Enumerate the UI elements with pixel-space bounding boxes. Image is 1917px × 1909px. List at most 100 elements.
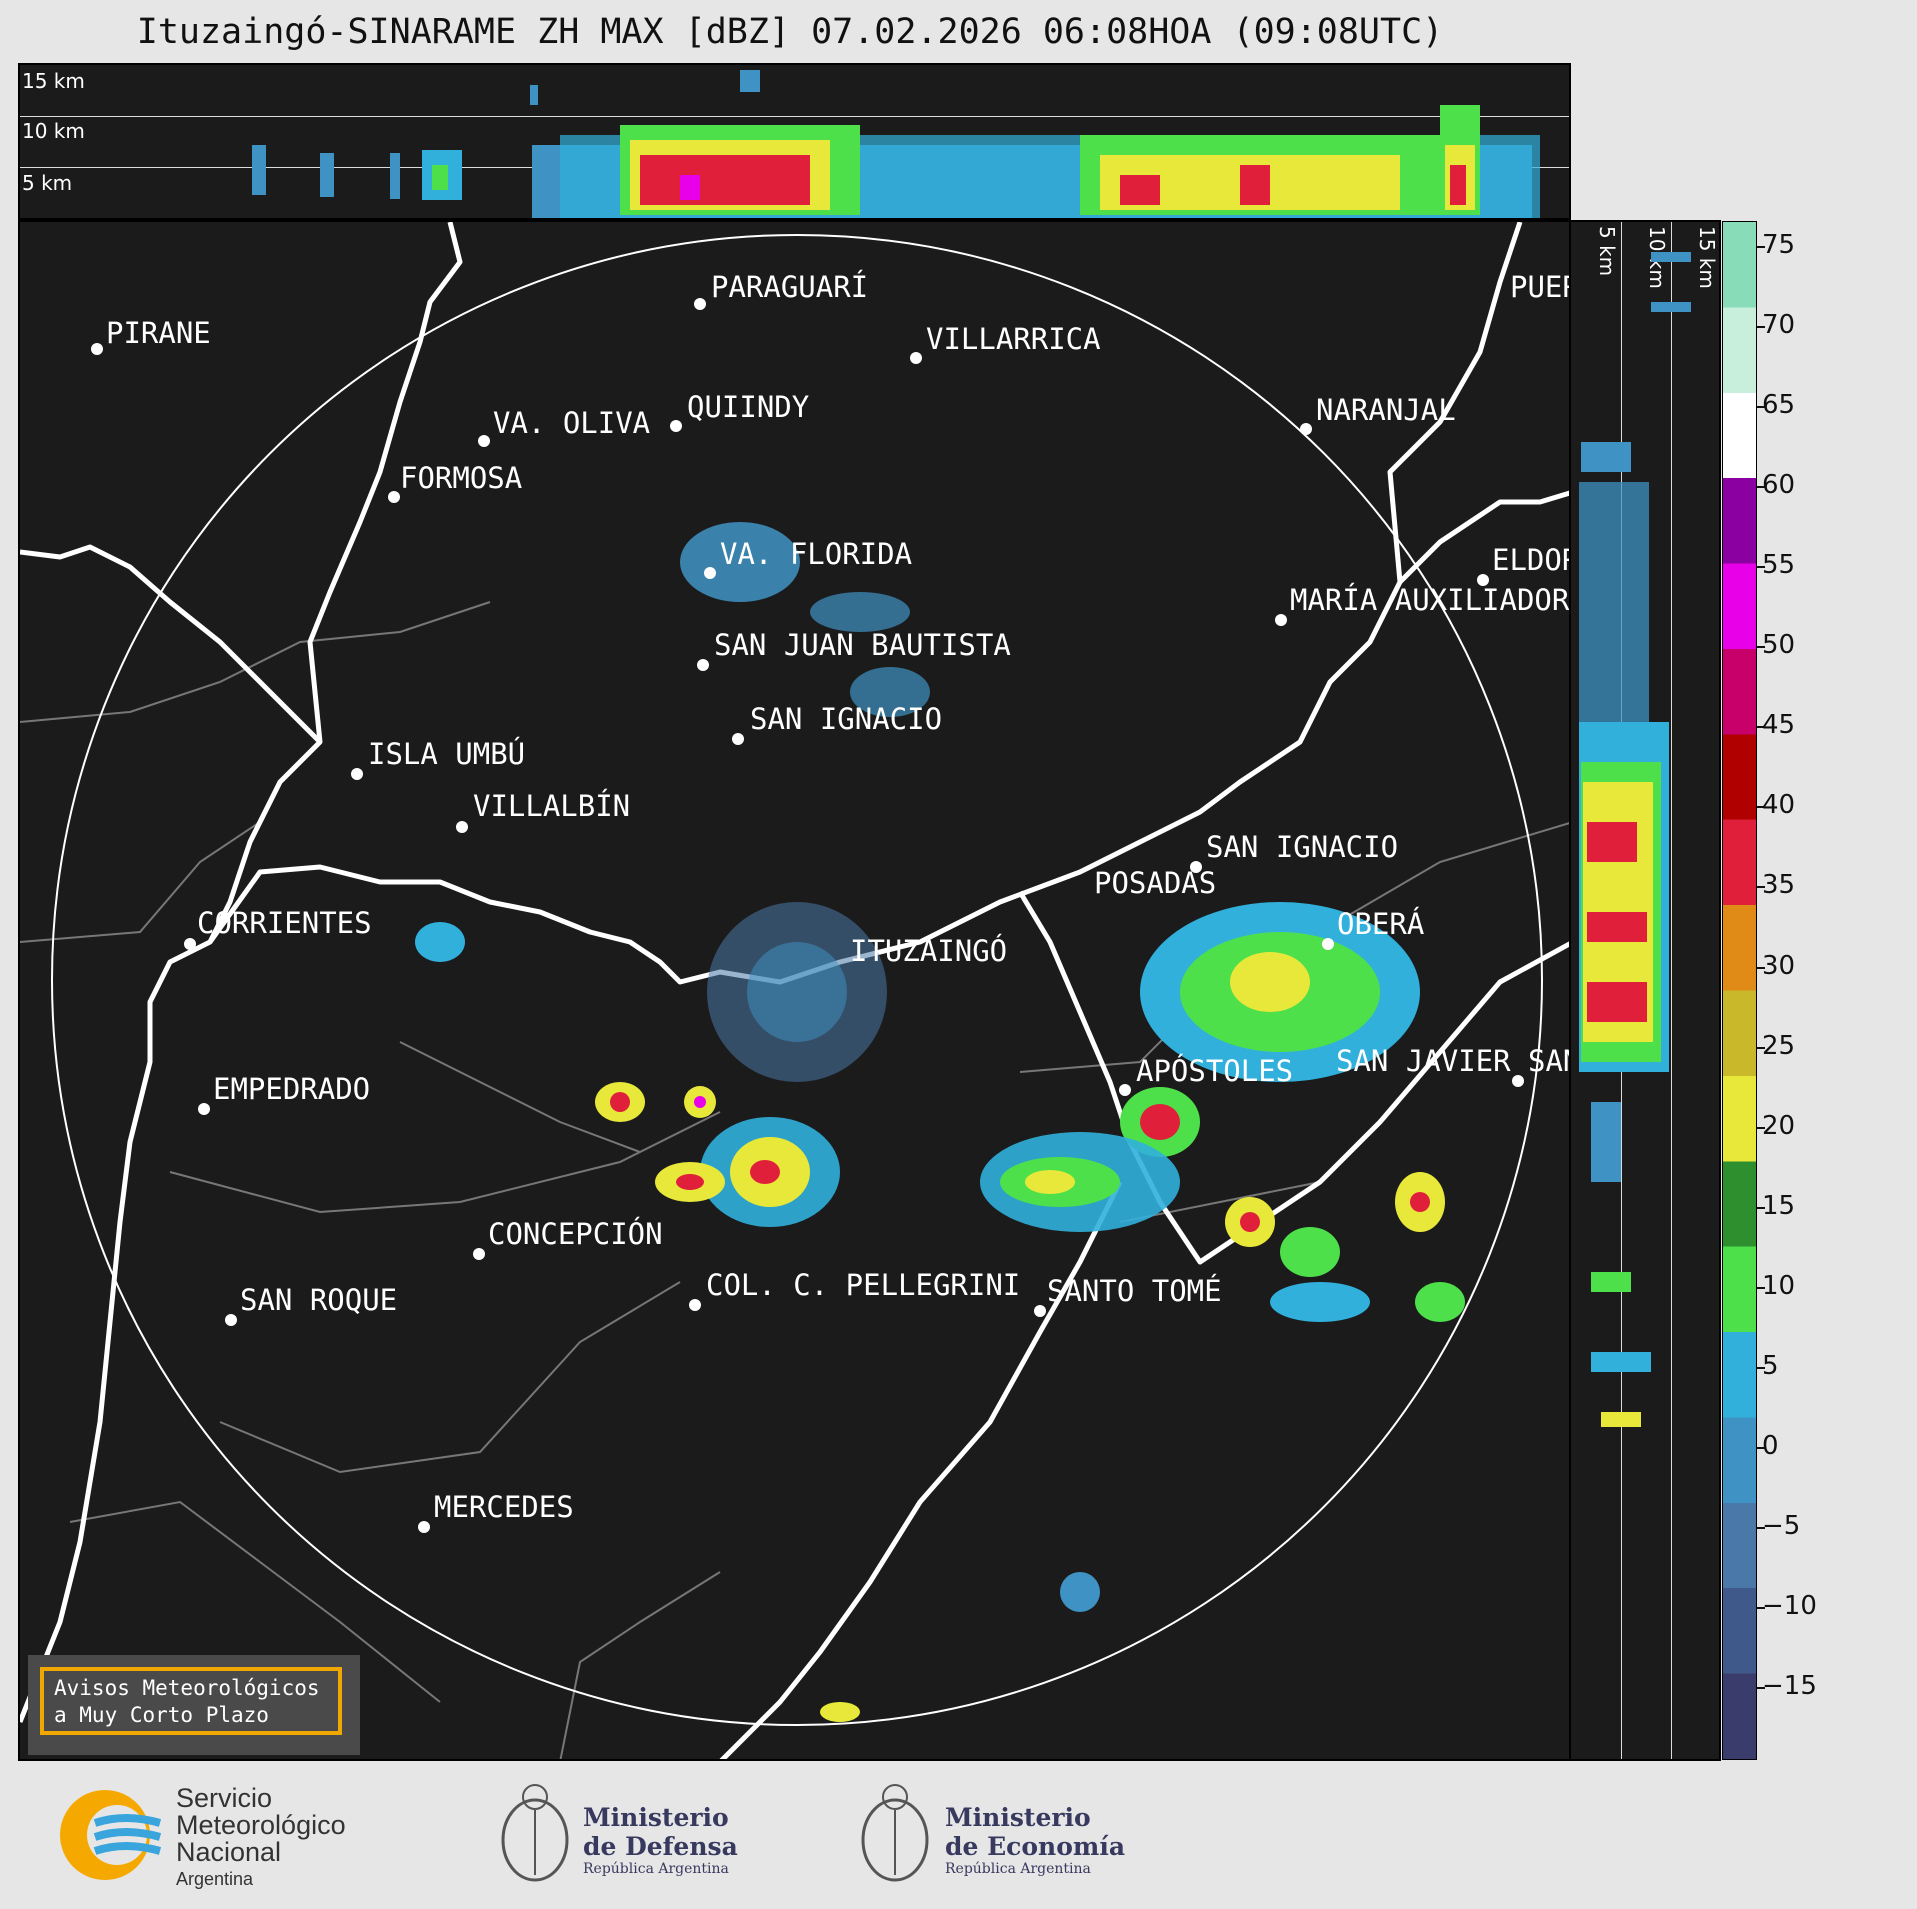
defensa-coat-of-arms-icon <box>501 1784 569 1882</box>
city-label-mercedes: MERCEDES <box>434 1490 574 1524</box>
city-label-naranjal: NARANJAL <box>1316 393 1456 427</box>
city-label-va-oliva: VA. OLIVA <box>493 406 651 440</box>
city-dot-concepcion <box>473 1248 485 1260</box>
city-dot-eldorado <box>1477 574 1489 586</box>
avisos-line-1: Avisos Meteorológicos <box>54 1676 320 1700</box>
colorbar-tick-label: 20 <box>1762 1110 1796 1141</box>
map-geography <box>20 222 1569 1759</box>
colorbar-tick-label: 60 <box>1762 470 1796 501</box>
city-label-va-florida: VA. FLORIDA <box>720 537 913 571</box>
city-label-san-javier: SAN JAVIER <box>1336 1044 1511 1078</box>
defensa-line-3: República Argentina <box>583 1861 729 1877</box>
colorbar-tick-label: 5 <box>1762 1350 1779 1381</box>
colorbar-tick-mark <box>1757 1687 1765 1689</box>
city-label-san-juan-bautista: SAN JUAN BAUTISTA <box>714 628 1011 662</box>
city-label-posadas: POSADAS <box>1094 866 1217 900</box>
economia-line-2: de Economía <box>945 1832 1126 1861</box>
city-dot-san-ignacio-ar <box>1190 861 1202 873</box>
city-dot-obera <box>1322 938 1334 950</box>
chart-title: Ituzaingó-SINARAME ZH MAX [dBZ] 07.02.20… <box>136 12 1444 52</box>
colorbar-tick-label: −15 <box>1762 1671 1817 1701</box>
city-dot-quiindy <box>670 420 682 432</box>
colorbar-tick-label: 15 <box>1762 1190 1796 1221</box>
economia-logo-text: Ministerio de Economía República Argenti… <box>945 1803 1125 1877</box>
colorbar-tick-label: 30 <box>1762 950 1796 981</box>
city-label-formosa: FORMOSA <box>400 461 523 495</box>
colorbar-tick-mark <box>1757 886 1765 889</box>
colorbar-tick-mark <box>1757 1366 1765 1369</box>
colorbar-tick-mark <box>1757 246 1765 248</box>
colorbar-tick-mark <box>1757 486 1765 489</box>
city-dot-apostoles <box>1119 1084 1131 1096</box>
avisos-badge: Avisos Meteorológicos a Muy Corto Plazo <box>28 1655 360 1755</box>
city-dot-san-ignacio-py <box>732 733 744 745</box>
city-dot-isla-umbu <box>351 768 363 780</box>
colorbar-tick-mark <box>1757 406 1765 409</box>
smn-line-1: Servicio <box>176 1783 273 1813</box>
colorbar-tick-mark <box>1757 1446 1765 1449</box>
smn-logo-icon <box>60 1790 162 1880</box>
city-label-col-c-pellegrini: COL. C. PELLEGRINI <box>706 1268 1021 1302</box>
city-dot-pirane <box>91 343 103 355</box>
city-label-san-ignacio-py: SAN IGNACIO <box>750 702 943 736</box>
city-label-san: SAN <box>1528 1044 1569 1078</box>
city-dot-mercedes <box>418 1521 430 1533</box>
colorbar-tick-mark <box>1757 1126 1765 1129</box>
colorbar-tick-mark <box>1757 806 1765 809</box>
colorbar-tick-label: 75 <box>1762 230 1796 260</box>
colorbar-tick-label: 10 <box>1762 1270 1796 1301</box>
city-dot-corrientes <box>184 938 196 950</box>
avisos-line-2: a Muy Corto Plazo <box>54 1703 269 1727</box>
economia-line-1: Ministerio <box>945 1803 1091 1832</box>
height-label-15km: 15 km <box>22 69 85 93</box>
colorbar-tick-label: 25 <box>1762 1030 1796 1061</box>
city-label-concepcion: CONCEPCIÓN <box>488 1217 663 1251</box>
radar-map: PIRANE PARAGUARÍ VILLARRICA QUIINDY VA. … <box>18 220 1571 1761</box>
colorbar-tick-mark <box>1757 726 1765 729</box>
colorbar-tick-mark <box>1757 1206 1765 1209</box>
city-dot-san-juan-bautista <box>697 659 709 671</box>
smn-line-4: Argentina <box>176 1869 254 1889</box>
colorbar-tick-mark <box>1757 1526 1765 1529</box>
side-profile-echoes <box>1579 252 1691 1427</box>
colorbar-tick-label: 70 <box>1762 310 1796 341</box>
colorbar-tick-mark <box>1757 1286 1765 1289</box>
city-label-paraguari: PARAGUARÍ <box>711 270 869 304</box>
city-dot-san <box>1512 1075 1524 1087</box>
side-height-label-15km: 15 km <box>1695 226 1719 289</box>
smn-logo-text: Servicio Meteorológico Nacional Argentin… <box>176 1785 346 1893</box>
city-dot-santo-tome <box>1034 1305 1046 1317</box>
city-dot-villalbin <box>456 821 468 833</box>
top-height-profile: 15 km 10 km 5 km <box>18 63 1571 220</box>
city-label-villarrica: VILLARRICA <box>926 322 1101 356</box>
colorbar-tick-label: 65 <box>1762 390 1796 421</box>
colorbar-tick-label: 50 <box>1762 630 1796 661</box>
city-label-empedrado: EMPEDRADO <box>213 1072 371 1106</box>
colorbar-tick-label: 55 <box>1762 550 1796 581</box>
city-dot-paraguari <box>694 298 706 310</box>
colorbar-tick-label: −10 <box>1762 1590 1817 1621</box>
smn-line-2: Meteorológico <box>176 1810 346 1840</box>
colorbar-tick-mark <box>1757 566 1765 569</box>
colorbar-tick-mark <box>1757 1606 1765 1609</box>
colorbar-tick-label: 45 <box>1762 710 1796 741</box>
city-label-eldorado: ELDORADO <box>1492 543 1569 577</box>
colorbar-tick-mark <box>1757 1046 1765 1049</box>
city-label-pirane: PIRANE <box>106 316 211 350</box>
city-dot-formosa <box>388 491 400 503</box>
colorbar-tick-label: 0 <box>1762 1430 1779 1461</box>
colorbar-tick-label: −5 <box>1762 1510 1801 1541</box>
city-label-corrientes: CORRIENTES <box>197 906 372 940</box>
avisos-badge-frame: Avisos Meteorológicos a Muy Corto Plazo <box>40 1667 342 1735</box>
defensa-line-1: Ministerio <box>583 1803 729 1832</box>
city-label-apostoles: APÓSTOLES <box>1136 1054 1294 1088</box>
side-height-profile: 5 km 10 km 15 km <box>1569 220 1721 1761</box>
city-label-ituzaingo: ITUZAINGÓ <box>850 934 1008 968</box>
colorbar-tick-label: 35 <box>1762 870 1796 901</box>
height-label-10km: 10 km <box>22 119 85 143</box>
city-dot-maria-auxiliadora <box>1275 614 1287 626</box>
city-label-villalbin: VILLALBÍN <box>473 789 631 823</box>
city-label-santo-tome: SANTO TOMÉ <box>1047 1274 1222 1308</box>
city-label-quiindy: QUIINDY <box>687 390 810 424</box>
city-label-isla-umbu: ISLA UMBÚ <box>368 737 526 771</box>
